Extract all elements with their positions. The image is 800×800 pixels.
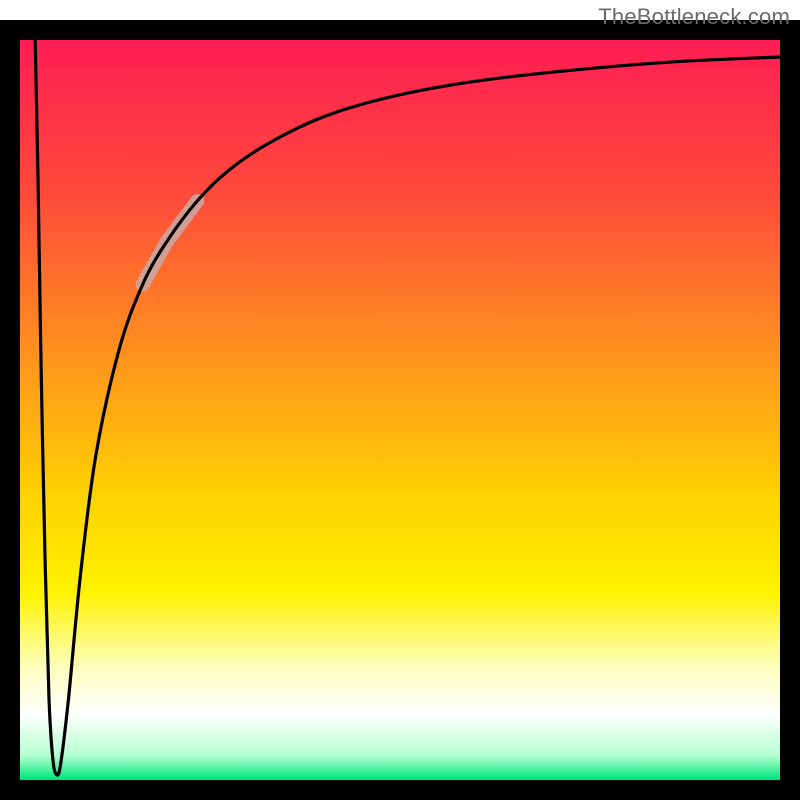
watermark-text: TheBottleneck.com: [598, 4, 790, 30]
chart-svg: [0, 0, 800, 800]
plot-background: [10, 30, 790, 790]
chart-container: TheBottleneck.com: [0, 0, 800, 800]
